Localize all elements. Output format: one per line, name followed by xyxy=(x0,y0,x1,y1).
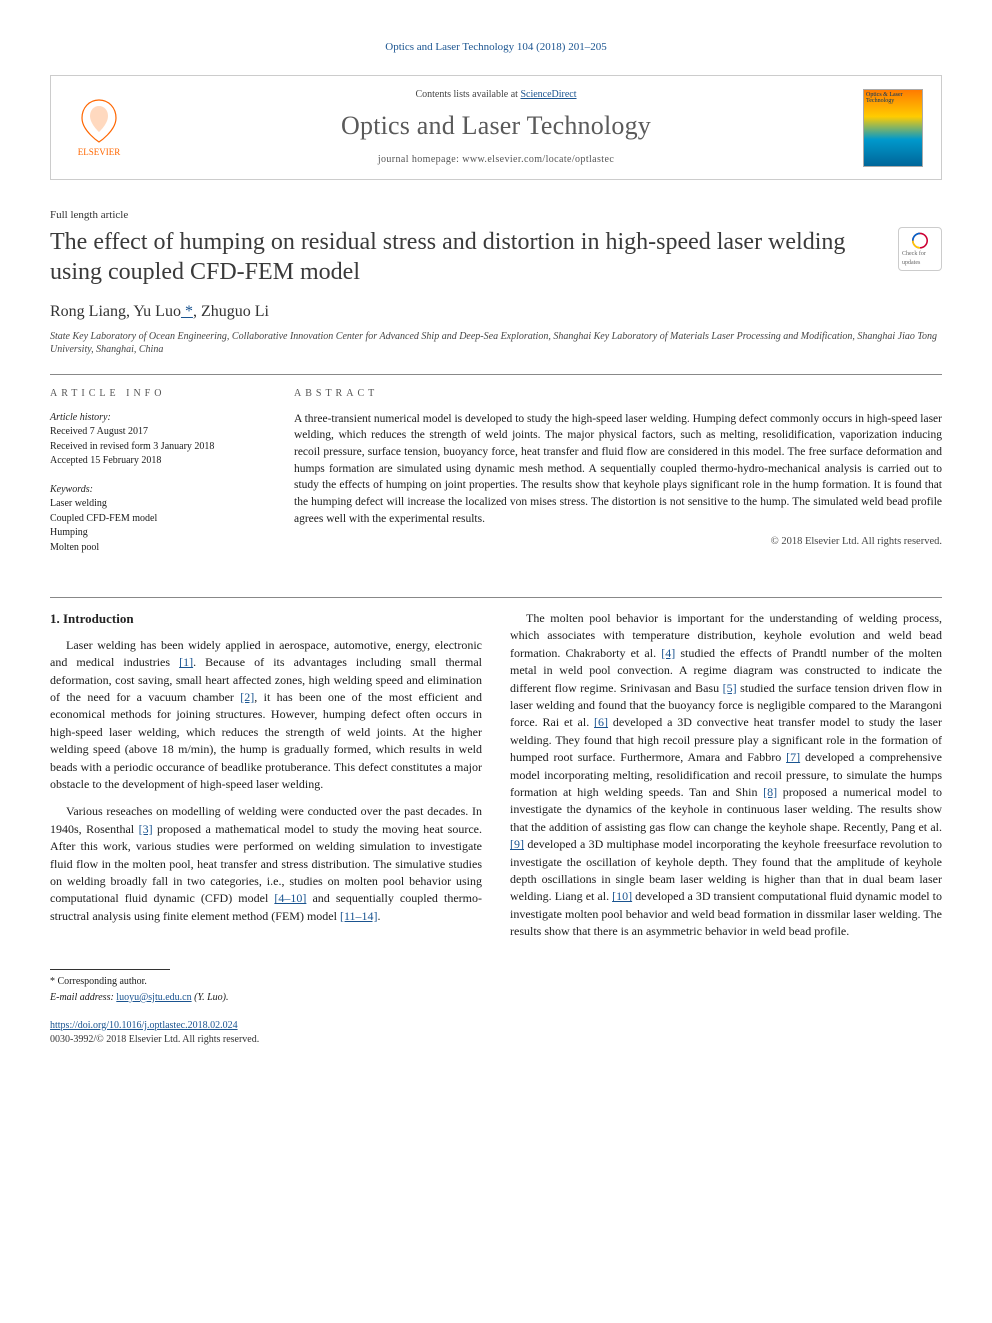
ref-link[interactable]: [4] xyxy=(661,646,675,660)
footer-block: * Corresponding author. E-mail address: … xyxy=(50,969,942,1047)
history-revised: Received in revised form 3 January 2018 xyxy=(50,440,260,455)
article-type: Full length article xyxy=(50,208,942,223)
issn-line: 0030-3992/© 2018 Elsevier Ltd. All right… xyxy=(50,1033,942,1047)
body-paragraph: Laser welding has been widely applied in… xyxy=(50,637,482,794)
history-title: Article history: xyxy=(50,411,260,426)
abstract-column: abstract A three-transient numerical mod… xyxy=(294,387,942,570)
divider-bottom xyxy=(50,597,942,598)
ref-link[interactable]: [1] xyxy=(179,655,193,669)
history-accepted: Accepted 15 February 2018 xyxy=(50,454,260,469)
journal-name: Optics and Laser Technology xyxy=(129,108,863,144)
body-text: . xyxy=(378,909,381,923)
abstract-text: A three-transient numerical model is dev… xyxy=(294,411,942,528)
keyword-item: Coupled CFD-FEM model xyxy=(50,512,260,527)
keywords-block: Keywords: Laser welding Coupled CFD-FEM … xyxy=(50,483,260,556)
divider-top xyxy=(50,374,942,375)
corresponding-note: * Corresponding author. xyxy=(50,975,942,989)
section-heading-intro: 1. Introduction xyxy=(50,610,482,629)
journal-center: Contents lists available at ScienceDirec… xyxy=(129,88,863,166)
body-paragraph: Various reseaches on modelling of weldin… xyxy=(50,803,482,925)
ref-link[interactable]: [4–10] xyxy=(274,891,306,905)
authors-line: Rong Liang, Yu Luo *, Zhuguo Li xyxy=(50,301,942,323)
elsevier-logo: ELSEVIER xyxy=(69,93,129,163)
affiliation: State Key Laboratory of Ocean Engineerin… xyxy=(50,330,942,356)
article-history: Article history: Received 7 August 2017 … xyxy=(50,411,260,469)
sciencedirect-link[interactable]: ScienceDirect xyxy=(520,89,576,100)
journal-header-box: ELSEVIER Contents lists available at Sci… xyxy=(50,75,942,179)
info-abstract-row: article info Article history: Received 7… xyxy=(50,387,942,570)
title-row: The effect of humping on residual stress… xyxy=(50,227,942,287)
homepage-label: journal homepage: xyxy=(378,154,462,165)
body-paragraph: The molten pool behavior is important fo… xyxy=(510,610,942,940)
ref-link[interactable]: [3] xyxy=(139,822,153,836)
email-link[interactable]: luoyu@sjtu.edu.cn xyxy=(116,992,191,1003)
body-columns: 1. Introduction Laser welding has been w… xyxy=(50,610,942,943)
crossmark-label: Check for updates xyxy=(902,250,938,267)
keyword-item: Laser welding xyxy=(50,497,260,512)
article-info-label: article info xyxy=(50,387,260,401)
ref-link[interactable]: [11–14] xyxy=(340,909,378,923)
keyword-item: Humping xyxy=(50,526,260,541)
keyword-item: Molten pool xyxy=(50,541,260,556)
ref-link[interactable]: [10] xyxy=(612,889,632,903)
homepage-url[interactable]: www.elsevier.com/locate/optlastec xyxy=(462,154,614,165)
ref-link[interactable]: [7] xyxy=(786,750,800,764)
article-title: The effect of humping on residual stress… xyxy=(50,227,882,287)
email-label: E-mail address: xyxy=(50,992,116,1003)
publisher-name: ELSEVIER xyxy=(78,146,121,159)
crossmark-badge[interactable]: Check for updates xyxy=(898,227,942,271)
doi-line: https://doi.org/10.1016/j.optlastec.2018… xyxy=(50,1019,942,1033)
keywords-title: Keywords: xyxy=(50,483,260,498)
email-line: E-mail address: luoyu@sjtu.edu.cn (Y. Lu… xyxy=(50,991,942,1005)
abstract-copyright: © 2018 Elsevier Ltd. All rights reserved… xyxy=(294,535,942,550)
corresponding-mark[interactable]: * xyxy=(181,303,193,320)
history-received: Received 7 August 2017 xyxy=(50,425,260,440)
cover-caption-bottom: Technology xyxy=(866,98,920,105)
ref-link[interactable]: [2] xyxy=(240,690,254,704)
article-info-column: article info Article history: Received 7… xyxy=(50,387,260,570)
header-citation: Optics and Laser Technology 104 (2018) 2… xyxy=(50,40,942,55)
ref-link[interactable]: [8] xyxy=(763,785,777,799)
email-owner: (Y. Luo). xyxy=(192,992,229,1003)
abstract-label: abstract xyxy=(294,387,942,401)
body-text: , it has been one of the most efficient … xyxy=(50,690,482,791)
journal-cover-thumbnail: Optics & Laser Technology xyxy=(863,89,923,167)
contents-available-line: Contents lists available at ScienceDirec… xyxy=(129,88,863,102)
doi-link[interactable]: https://doi.org/10.1016/j.optlastec.2018… xyxy=(50,1020,238,1031)
authors-part2: , Zhuguo Li xyxy=(193,303,269,320)
cover-caption-top: Optics & Laser xyxy=(866,92,920,99)
footer-divider xyxy=(50,969,170,970)
contents-prefix: Contents lists available at xyxy=(415,89,520,100)
ref-link[interactable]: [9] xyxy=(510,837,524,851)
authors-part1: Rong Liang, Yu Luo xyxy=(50,303,181,320)
ref-link[interactable]: [6] xyxy=(594,715,608,729)
journal-homepage: journal homepage: www.elsevier.com/locat… xyxy=(129,153,863,167)
ref-link[interactable]: [5] xyxy=(723,681,737,695)
